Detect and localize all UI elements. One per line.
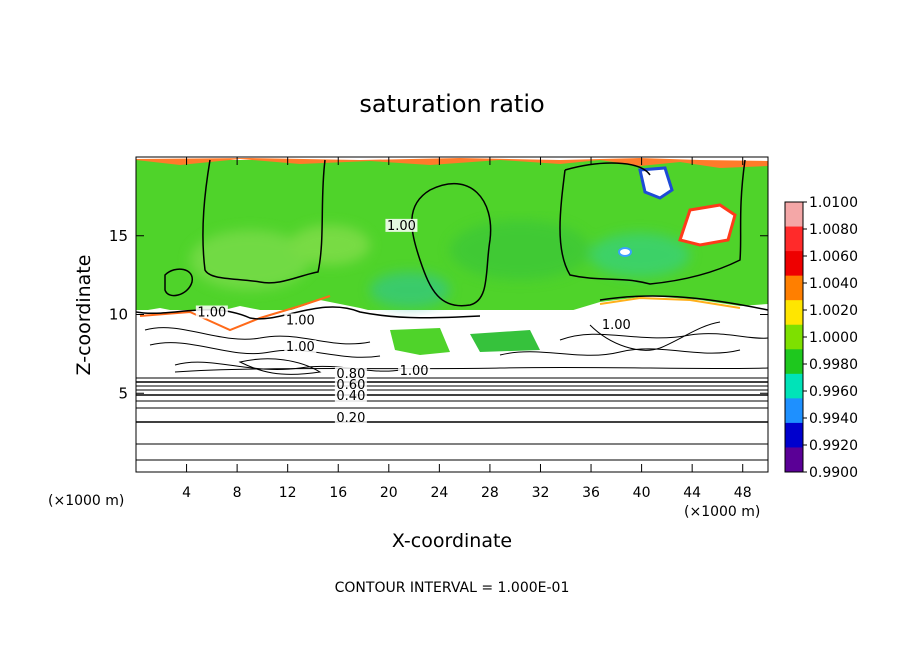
green-cloud-pocket <box>470 330 540 352</box>
contour-labels: 1.001.001.001.001.001.000.800.600.400.20 <box>195 218 633 426</box>
colorbar-label: 0.9900 <box>809 465 858 481</box>
colorbar-swatch <box>785 447 803 473</box>
contour-label: 0.20 <box>336 411 365 426</box>
contour-layers <box>136 377 768 461</box>
green-shading <box>190 220 690 308</box>
colorbar-swatch <box>785 300 803 326</box>
contour-label-bg <box>600 318 633 332</box>
x-tick-label: 48 <box>734 485 752 501</box>
colorbar-label: 1.0100 <box>809 195 858 211</box>
colorbar-label: 1.0000 <box>809 330 858 346</box>
x-unit-left: (×1000 m) <box>48 493 124 509</box>
colorbar-swatch <box>785 422 803 448</box>
colorbar-swatch <box>785 251 803 277</box>
chart-title: saturation ratio <box>359 90 544 118</box>
colorbar-swatch <box>785 226 803 252</box>
colorbar-label: 0.9920 <box>809 438 858 454</box>
x-tick-label: 4 <box>182 485 191 501</box>
y-tick-label: 10 <box>109 306 128 324</box>
right-white-patch <box>678 203 737 247</box>
contour-label-bg <box>398 363 431 377</box>
edge-highlight <box>599 296 741 309</box>
x-tick-label: 20 <box>380 485 398 501</box>
x-tick-label: 32 <box>532 485 550 501</box>
contour-label: 1.00 <box>286 340 315 355</box>
top-edge-band <box>136 157 768 168</box>
colorbar-swatch <box>785 275 803 301</box>
contour-label-bg <box>385 218 418 232</box>
small-white-patch <box>618 247 632 257</box>
contour-label: 1.00 <box>197 306 226 321</box>
colorbar-label: 1.0080 <box>809 222 858 238</box>
contour-label-bg <box>334 411 367 425</box>
x-tick-label: 8 <box>233 485 242 501</box>
colorbar-swatch <box>785 398 803 424</box>
x-tick-label: 44 <box>683 485 701 501</box>
contour-mixed <box>144 321 768 375</box>
x-unit-right: (×1000 m) <box>684 504 760 520</box>
x-tick-label: 28 <box>481 485 499 501</box>
contour-label: 1.00 <box>602 318 631 333</box>
green-cloud-pocket <box>390 328 450 355</box>
contour-label-bg <box>334 366 367 380</box>
x-axis-label: X-coordinate <box>392 530 512 552</box>
y-axis-label: Z-coordinate <box>73 255 95 376</box>
colorbar-label: 0.9940 <box>809 411 858 427</box>
plot-area: 1.001.001.001.001.001.000.800.600.400.20 <box>136 157 768 472</box>
y-tick-label: 5 <box>118 384 128 402</box>
x-tick-label: 40 <box>633 485 651 501</box>
x-tick-label: 36 <box>582 485 600 501</box>
contour-label-bg <box>195 305 228 319</box>
edge-highlight <box>139 295 331 332</box>
x-tick-label: 24 <box>430 485 448 501</box>
colorbar-label: 1.0040 <box>809 276 858 292</box>
colorbar-label: 1.0020 <box>809 303 858 319</box>
y-axis: 5 10 15 <box>109 227 768 402</box>
colorbar-swatch <box>785 373 803 399</box>
colorbar-swatch <box>785 202 803 228</box>
colorbar-label: 0.9960 <box>809 384 858 400</box>
y-tick-label: 15 <box>109 227 128 245</box>
colorbar: 1.0100 1.0080 1.0060 1.0040 1.0020 1.0000 0.99… <box>784 195 858 481</box>
contour-label: 0.40 <box>336 389 365 404</box>
contour-label: 1.00 <box>387 219 416 234</box>
contour-label-bg <box>334 388 367 402</box>
contour-label-bg <box>334 377 367 391</box>
contour-label-bg <box>284 340 317 354</box>
x-axis: 4 8 12 16 20 24 28 32 36 40 44 48 <box>182 157 752 501</box>
contour-label: 1.00 <box>400 364 429 379</box>
contour-interval-note: CONTOUR INTERVAL = 1.000E-01 <box>335 580 570 596</box>
x-tick-label: 16 <box>329 485 347 501</box>
contour-1.00 <box>136 159 768 320</box>
colorbar-label: 1.0060 <box>809 249 858 265</box>
unsaturated-band <box>136 296 768 472</box>
x-tick-label: 12 <box>279 485 297 501</box>
colorbar-swatch <box>785 349 803 375</box>
upper-right-white-patch <box>638 166 674 200</box>
colorbar-label: 0.9980 <box>809 357 858 373</box>
top-edge-white <box>136 157 768 161</box>
contour-label-bg <box>284 313 317 327</box>
contour-label: 1.00 <box>286 313 315 328</box>
colorbar-swatch <box>785 324 803 350</box>
